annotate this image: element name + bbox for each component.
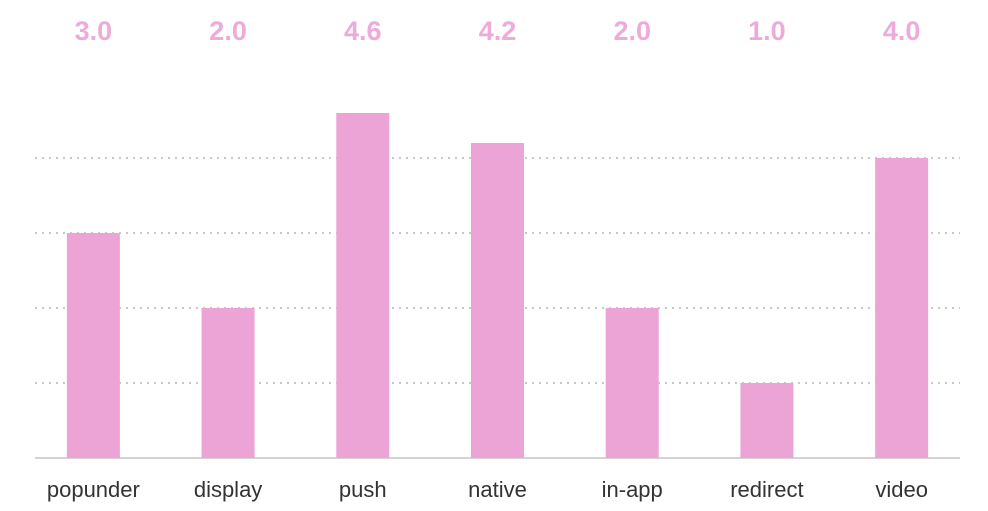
bar bbox=[201, 308, 255, 458]
x-tick-label: video bbox=[875, 477, 928, 502]
value-label: 1.0 bbox=[748, 16, 786, 46]
bar bbox=[740, 383, 794, 458]
bar bbox=[605, 308, 659, 458]
x-tick-label: redirect bbox=[730, 477, 803, 502]
value-label: 4.6 bbox=[344, 16, 382, 46]
x-tick-label: native bbox=[468, 477, 527, 502]
value-label: 3.0 bbox=[75, 16, 113, 46]
bar bbox=[66, 233, 120, 458]
x-tick-label: in-app bbox=[602, 477, 663, 502]
bar bbox=[875, 158, 929, 458]
value-label: 4.2 bbox=[479, 16, 517, 46]
x-tick-label: display bbox=[194, 477, 262, 502]
value-label: 2.0 bbox=[613, 16, 651, 46]
bar bbox=[471, 143, 524, 458]
x-tick-label: push bbox=[339, 477, 387, 502]
x-tick-label: popunder bbox=[47, 477, 140, 502]
bar bbox=[336, 113, 390, 458]
value-label: 4.0 bbox=[883, 16, 921, 46]
value-label: 2.0 bbox=[209, 16, 247, 46]
